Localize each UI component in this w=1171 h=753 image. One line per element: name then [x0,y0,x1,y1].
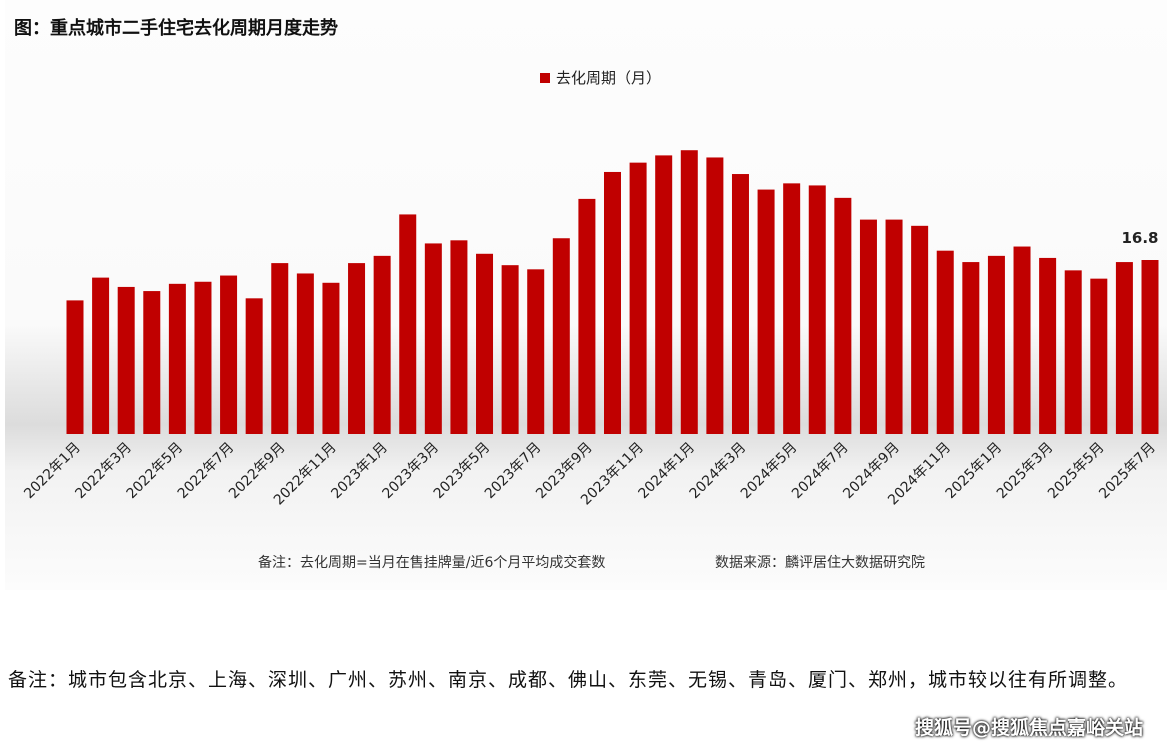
chart-note: 备注：去化周期=当月在售挂牌量/近6个月平均成交套数 [258,555,606,571]
watermark: 搜狐号@搜狐焦点嘉峪关站 [914,717,1143,739]
bar [424,243,442,434]
bar-chart: 2022年1月2022年3月2022年5月2022年7月2022年9月2022年… [21,150,1159,508]
bar [1039,257,1057,434]
bar [680,150,698,434]
bar [271,263,289,434]
bar [706,157,724,434]
bar [476,253,494,434]
legend: 去化周期（月） [540,67,661,88]
bar [757,189,775,434]
bar [322,282,340,434]
bar [731,174,749,435]
bar [783,183,801,434]
bar [501,265,519,434]
bar [66,300,84,434]
bar [1064,270,1082,434]
bar [911,225,929,434]
bar [1090,278,1108,434]
bar [168,283,186,434]
bar [92,277,110,434]
bar [117,286,135,434]
bar [220,275,238,434]
bar [578,198,596,434]
bar [962,262,980,434]
legend-label: 去化周期（月） [556,69,662,87]
bar [834,197,852,434]
bar [629,162,647,434]
bar [987,255,1005,434]
bar [1141,260,1159,434]
legend-swatch [540,72,550,83]
bar [527,269,545,434]
bar [348,263,366,434]
bar [194,281,212,434]
bar [1115,262,1133,434]
bar [399,214,417,434]
bar [604,171,621,434]
bar [1013,246,1031,434]
bar [296,273,314,434]
bar [245,298,263,434]
bar [859,219,877,434]
chart-title: 图：重点城市二手住宅去化周期月度走势 [14,18,338,39]
data-source: 数据来源：麟评居住大数据研究院 [715,555,925,571]
bar [808,185,826,434]
bar [936,250,954,434]
bar [885,219,903,434]
bar [450,240,468,434]
footnote: 备注：城市包含北京、上海、深圳、广州、苏州、南京、成都、佛山、东莞、无锡、青岛、… [8,669,1129,691]
bar [143,291,161,434]
data-label: 16.8 [1121,229,1158,247]
bar [373,255,391,434]
bar [655,155,673,434]
bar [552,238,570,434]
